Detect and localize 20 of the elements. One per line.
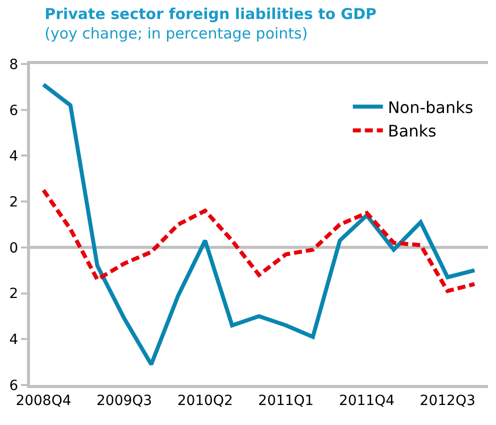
y-tick-label: 2 (9, 194, 18, 210)
x-tick-label: 2012Q3 (420, 392, 476, 409)
legend-label: Banks (388, 122, 436, 141)
y-tick-label: 4 (9, 148, 18, 165)
y-tick-label: 2 (9, 286, 18, 302)
y-tick-label: 4 (9, 332, 18, 348)
y-tick-label: 8 (9, 56, 18, 73)
x-tick-label: 2008Q4 (16, 392, 72, 409)
x-tick-label: 2011Q1 (258, 392, 314, 409)
chart-subtitle: (yoy change; in percentage points) (44, 24, 308, 43)
y-tick-label: 6 (9, 378, 18, 394)
x-tick-label: 2010Q2 (177, 392, 233, 409)
y-tick-label: 0 (9, 240, 18, 256)
x-tick-label: 2009Q3 (96, 392, 152, 409)
legend-label: Non-banks (388, 98, 474, 117)
line-series (41, 188, 477, 293)
chart-title: Private sector foreign liabilities to GDP (44, 5, 377, 24)
x-tick-label: 2011Q4 (338, 392, 395, 409)
y-tick-label: 6 (9, 102, 18, 119)
line-series (41, 82, 477, 366)
